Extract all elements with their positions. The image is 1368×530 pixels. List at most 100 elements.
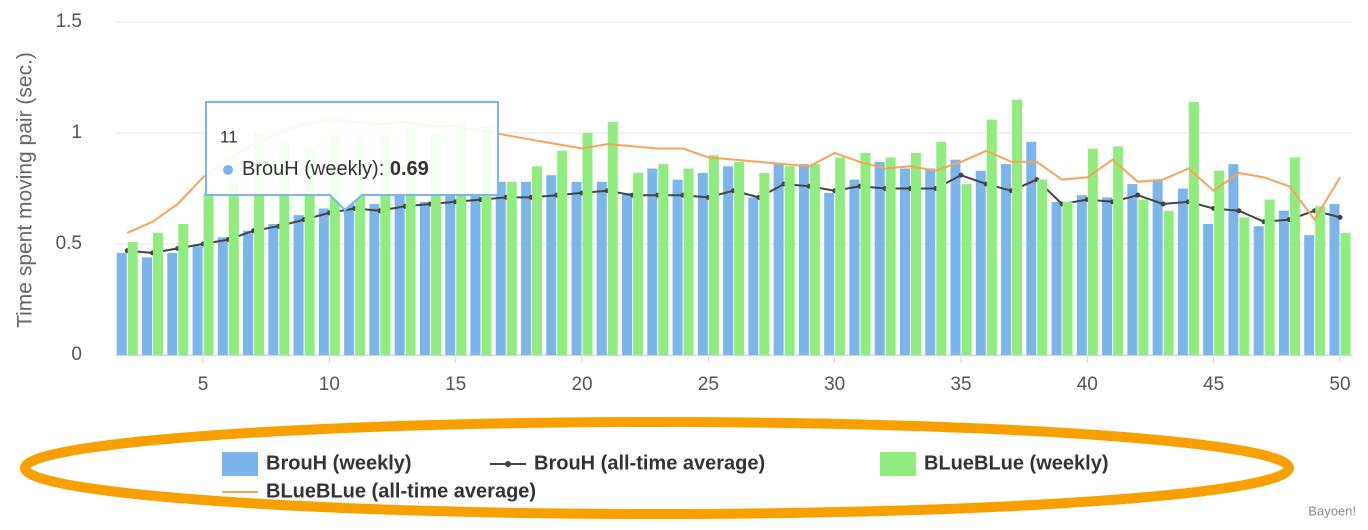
bar [1239,217,1250,355]
bar [456,121,467,356]
legend-label: BrouH (weekly) [266,452,412,474]
bar [369,204,380,355]
bar [152,232,163,355]
tooltip-value: 0.69 [390,158,429,180]
legend: BrouH (weekly) BrouH (all-time average) BL… [222,452,1108,502]
legend-label: BrouH (all-time average) [534,452,765,474]
line-point [1236,208,1242,214]
bar [697,172,708,355]
x-tick-label: 50 [1329,374,1350,395]
bar [430,133,441,355]
bar [734,161,745,355]
bar [1289,157,1300,355]
y-axis-title: Time spent moving pair (sec.) [14,52,37,328]
x-tick-label: 35 [950,374,971,395]
y-tick-label: 1 [71,122,82,143]
legend-label: BLueBLue (weekly) [924,452,1108,474]
bar [546,175,557,355]
bar [293,215,304,355]
bar [1102,197,1113,355]
bar [910,152,921,355]
bar [304,148,315,355]
credits: Bayoen! [1308,503,1356,518]
line-point [958,172,964,178]
bar [986,119,997,356]
bar [355,135,366,355]
bar [607,121,618,356]
bar [1026,141,1037,355]
bar [1264,199,1275,355]
x-tick-label: 10 [319,374,340,395]
bar [1001,164,1012,355]
marks [116,99,1351,356]
bar [809,164,820,355]
tooltip-label: BrouH (weekly): 0.69 [242,158,429,180]
bar [419,201,430,355]
bar [178,224,189,355]
y-tick-label: 0 [71,344,82,365]
bar [824,192,835,355]
tooltip-series: BrouH (weekly): [242,158,384,180]
bar [380,135,391,355]
line-point [1337,214,1343,220]
bar [228,181,239,355]
bar [708,155,719,355]
bar [116,252,127,355]
bar [950,159,961,355]
bar [683,168,694,355]
bar [1177,188,1188,355]
bar [268,224,279,355]
bar [672,179,683,355]
bar [506,181,517,355]
bar [531,166,542,355]
bar [1012,99,1023,355]
bar [582,133,593,355]
highlight-ellipse [20,417,1294,519]
bar [773,164,784,355]
bar [481,126,492,355]
bar [647,168,658,355]
y-tick-label: 1.5 [56,11,82,32]
bar [925,168,936,355]
tooltip-box [205,101,499,212]
bar [141,257,152,355]
x-tick-label: 25 [698,374,719,395]
bar [1062,201,1073,355]
bar [633,172,644,355]
bar [835,157,846,355]
x-tick-label: 5 [198,374,209,395]
bar [975,170,986,355]
legend-swatch [222,452,258,476]
bar [203,192,214,355]
x-tick-label: 30 [824,374,845,395]
bar [445,195,456,355]
bar [1138,199,1149,355]
bar [874,161,885,355]
bar [1304,235,1315,355]
bar [1214,170,1225,355]
bar [520,181,531,355]
bar [344,201,355,355]
bar [1127,184,1138,355]
bar [329,135,340,355]
bar [748,197,759,355]
bar [936,141,947,355]
bar [1113,146,1124,355]
line-point [1135,192,1141,198]
bar [1051,201,1062,355]
bar [192,246,203,355]
legend-marker [505,461,511,467]
x-tick-label: 15 [445,374,466,395]
bar [279,141,290,355]
bar [1278,210,1289,355]
bar [860,152,871,355]
bar [1315,206,1326,355]
bar [1203,224,1214,355]
tooltip-dot [223,165,233,175]
bar [1340,232,1351,355]
x-tick-label: 40 [1077,374,1098,395]
bar [596,181,607,355]
bar [1329,204,1340,355]
